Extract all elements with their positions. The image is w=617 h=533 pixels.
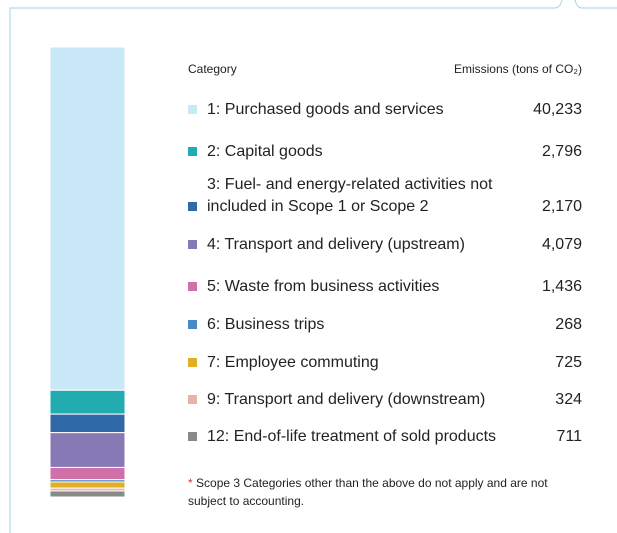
legend-swatch [188,105,197,114]
bar-segment [49,490,126,498]
legend-swatch [188,358,197,367]
value-label: 40,233 [533,101,582,118]
bar-segment [49,432,126,468]
category-label: 3: Fuel- and energy-related activities n… [207,176,493,215]
value-label: 2,796 [541,143,582,160]
legend-row: 7: Employee commuting 725 [186,352,582,374]
legend-row: 5: Waste from business activities 1,436 [186,276,582,298]
category-label: 6: Business trips [207,316,325,333]
legend-row: 2: Capital goods 2,796 [186,141,582,163]
bar-segment [49,466,126,481]
legend-row: 3: Fuel- and energy-related activities n… [186,174,582,218]
header-category: Category [188,62,237,76]
value-label: 725 [555,354,582,371]
legend-swatch [188,395,197,404]
legend-swatch [188,320,197,329]
bar-segment [49,389,126,415]
value-label: 4,079 [541,236,582,253]
bar-segment [49,46,126,391]
category-label: 4: Transport and delivery (upstream) [207,236,465,253]
legend-row: 1: Purchased goods and services 40,233 [186,99,582,121]
frame [9,0,563,533]
legend-swatch [188,282,197,291]
legend-row: 4: Transport and delivery (upstream) 4,07… [186,234,582,256]
value-label: 711 [556,428,582,445]
note-text: Scope 3 Categories other than the above … [188,476,548,508]
category-label: 5: Waste from business activities [207,278,440,295]
bar-segment [49,481,126,489]
frame-tab [574,0,617,9]
value-label: 1,436 [541,278,582,295]
category-label: 2: Capital goods [207,143,323,160]
footnote: * Scope 3 Categories other than the abov… [188,474,588,510]
category-label: 1: Purchased goods and services [207,101,444,118]
value-label: 268 [555,316,582,333]
legend-swatch [188,432,197,441]
legend-row: 9: Transport and delivery (downstream) 32… [186,389,582,411]
category-label: 7: Employee commuting [207,354,379,371]
category-label: 12: End-of-life treatment of sold produc… [207,428,497,445]
legend-swatch [188,240,197,249]
value-label: 2,170 [541,198,582,215]
note-marker: * [188,476,193,490]
bar-segment [49,413,126,434]
value-label: 324 [555,391,582,408]
header-value: Emissions (tons of CO₂) [453,62,582,76]
category-label: 9: Transport and delivery (downstream) [207,391,486,408]
legend-row: 6: Business trips 268 [186,314,582,336]
legend-row: 12: End-of-life treatment of sold produc… [186,426,582,448]
legend-swatch [188,202,197,211]
legend-swatch [188,147,197,156]
